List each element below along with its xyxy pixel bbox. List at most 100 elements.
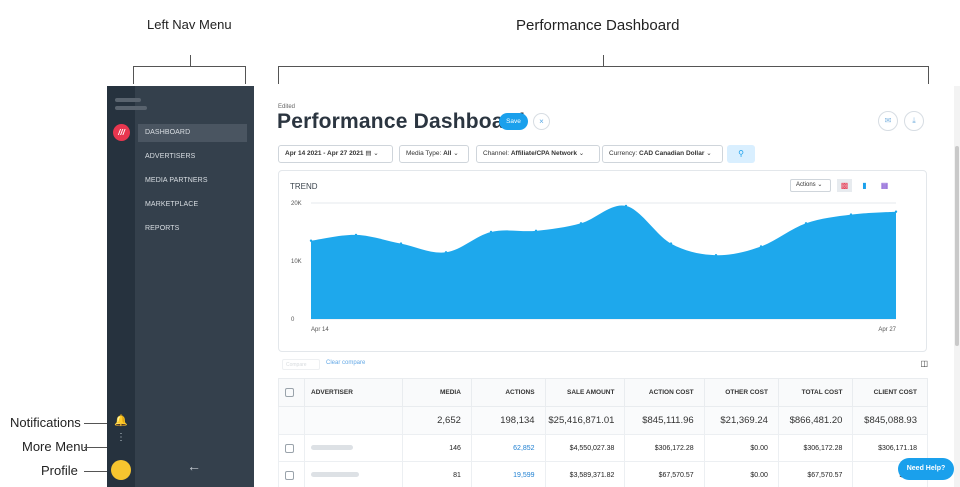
trend-point[interactable] — [534, 229, 538, 233]
table-cell: $845,111.96 — [624, 406, 705, 435]
actions-link[interactable]: 62,852 — [470, 434, 546, 462]
trend-point[interactable] — [354, 233, 358, 237]
col-media[interactable]: MEDIA — [402, 378, 472, 407]
close-icon[interactable]: × — [533, 113, 550, 130]
table-header-row: ADVERTISER MEDIA ACTIONS SALE AMOUNT ACT… — [278, 378, 928, 407]
columns-icon[interactable]: ◫ — [920, 359, 928, 368]
save-button[interactable]: Save — [499, 113, 528, 130]
date-range-value: Apr 14 2021 - Apr 27 2021 — [285, 150, 364, 157]
trend-point[interactable] — [399, 242, 403, 245]
channel-filter[interactable]: Channel: Affiliate/CPA Network ⌄ — [476, 145, 600, 163]
clear-compare-link[interactable]: Clear compare — [326, 360, 366, 366]
table-cell: $306,172.28 — [624, 434, 705, 462]
table-cell: 2,652 — [402, 406, 472, 435]
annotation-dashboard: Performance Dashboard — [516, 17, 680, 34]
icon-rail: /// 🔔 ⋮ — [107, 86, 135, 487]
totals-row: 2,652 198,134 $25,416,871.01 $845,111.96… — [278, 406, 928, 435]
trend-point[interactable] — [444, 251, 448, 254]
table-row[interactable]: 81 19,599 $3,589,371.82 $67,570.57 $0.00… — [278, 461, 928, 487]
compare-button[interactable]: Compare — [282, 359, 320, 370]
annotation-left-nav: Left Nav Menu — [147, 17, 232, 32]
table-cell: $67,570.57 — [624, 461, 705, 487]
col-total-cost[interactable]: TOTAL COST — [777, 378, 854, 407]
table-cell: 198,134 — [470, 406, 546, 435]
trend-point[interactable] — [624, 204, 628, 208]
heatmap-toggle-icon[interactable]: ▦ — [880, 181, 889, 190]
trend-point[interactable] — [714, 254, 718, 257]
annotation-more-menu: More Menu — [22, 439, 88, 454]
trend-point[interactable] — [669, 242, 673, 245]
media-type-filter[interactable]: Media Type: All ⌄ — [399, 145, 469, 163]
advertiser-name-blurred[interactable] — [303, 434, 404, 462]
nav-item-dashboard[interactable]: DASHBOARD — [138, 124, 247, 142]
dashboard-main: Edited Performance Dashboard Save × ✉ ⤓ … — [254, 86, 960, 487]
area-chart-toggle-icon[interactable]: ▩ — [837, 179, 852, 192]
more-menu-icon[interactable]: ⋮ — [116, 432, 126, 443]
scrollbar-thumb[interactable] — [955, 146, 959, 346]
trend-area-series[interactable] — [311, 205, 896, 319]
calendar-icon: ▤ ⌄ — [365, 150, 379, 157]
row-checkbox[interactable] — [278, 434, 305, 462]
annotation-notifications: Notifications — [10, 415, 81, 430]
select-all-checkbox[interactable] — [278, 378, 305, 407]
table-cell: $0.00 — [703, 434, 779, 462]
trend-point[interactable] — [849, 213, 853, 216]
annotation-more-menu-line — [84, 447, 109, 448]
trend-point[interactable] — [579, 222, 583, 225]
date-range-filter[interactable]: Apr 14 2021 - Apr 27 2021 ▤ ⌄ — [278, 145, 393, 163]
table-cell — [278, 406, 305, 435]
search-button[interactable]: ⚲ — [727, 145, 755, 163]
col-advertiser[interactable]: ADVERTISER — [303, 378, 404, 407]
trend-point[interactable] — [894, 210, 898, 213]
table-cell: $0.00 — [703, 461, 779, 487]
col-other-cost[interactable]: OTHER COST — [703, 378, 779, 407]
table-cell: $4,550,027.38 — [544, 434, 626, 462]
annotation-left-nav-bracket — [133, 66, 246, 84]
annotation-dashboard-bracket — [278, 66, 929, 84]
col-action-cost[interactable]: ACTION COST — [624, 378, 705, 407]
currency-filter[interactable]: Currency: CAD Canadian Dollar ⌄ — [602, 145, 723, 163]
advertiser-name-blurred[interactable] — [303, 461, 404, 487]
nav-item-media-partners[interactable]: MEDIA PARTNERS — [145, 177, 208, 184]
chevron-down-icon: ⌄ — [706, 150, 712, 157]
email-icon[interactable]: ✉ — [878, 111, 898, 131]
need-help-button[interactable]: Need Help? — [898, 458, 954, 480]
y-tick-label: 0 — [291, 317, 295, 323]
trend-chart: 20K 10K 0 Apr 14 Apr 27 — [291, 201, 898, 333]
table-cell: $866,481.20 — [777, 406, 854, 435]
nav-item-marketplace[interactable]: MARKETPLACE — [145, 201, 199, 208]
bell-icon[interactable]: 🔔 — [114, 415, 128, 427]
annotation-dashboard-stem — [603, 55, 604, 67]
table-cell: $67,570.57 — [777, 461, 854, 487]
table-cell — [303, 406, 404, 435]
col-sale-amount[interactable]: SALE AMOUNT — [544, 378, 626, 407]
channel-label: Channel: — [483, 150, 510, 157]
trend-point[interactable] — [489, 230, 493, 234]
table-cell: 81 — [402, 461, 472, 487]
scrollbar[interactable] — [954, 86, 960, 487]
table-cell: $21,369.24 — [703, 406, 779, 435]
nav-item-reports[interactable]: REPORTS — [145, 225, 180, 232]
nav-item-advertisers[interactable]: ADVERTISERS — [145, 153, 196, 160]
avatar[interactable] — [111, 460, 131, 480]
actions-link[interactable]: 19,599 — [470, 461, 546, 487]
trend-point[interactable] — [759, 245, 763, 248]
x-tick-label: Apr 14 — [311, 327, 329, 333]
chevron-down-icon: ⌄ — [453, 150, 459, 157]
col-client-cost[interactable]: CLIENT COST — [852, 378, 928, 407]
download-icon[interactable]: ⤓ — [904, 111, 924, 131]
row-checkbox[interactable] — [278, 461, 305, 487]
page-title: Performance Dashboard — [277, 110, 526, 133]
chart-actions-dropdown[interactable]: Actions ⌄ — [790, 179, 831, 192]
y-tick-label: 20K — [291, 201, 302, 207]
brand-logo-icon[interactable]: /// — [113, 124, 130, 141]
table-row[interactable]: 146 62,852 $4,550,027.38 $306,172.28 $0.… — [278, 434, 928, 462]
collapse-nav-icon[interactable]: ← — [187, 458, 201, 474]
currency-value: CAD Canadian Dollar — [639, 150, 705, 157]
trend-point[interactable] — [804, 222, 808, 225]
table-toolbar: Compare Clear compare ◫ — [278, 358, 928, 372]
trend-point[interactable] — [309, 239, 313, 242]
bar-chart-toggle-icon[interactable]: ▮ — [862, 181, 867, 190]
col-actions[interactable]: ACTIONS — [470, 378, 546, 407]
